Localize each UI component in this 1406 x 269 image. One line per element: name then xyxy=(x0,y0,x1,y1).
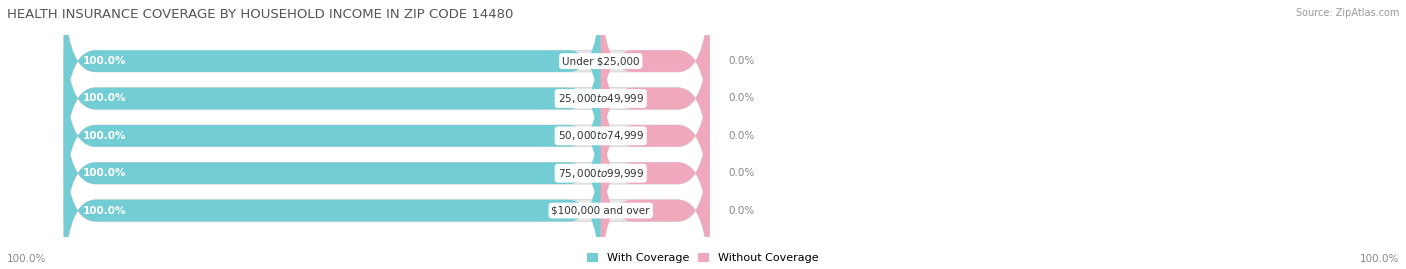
Text: 100.0%: 100.0% xyxy=(83,168,127,178)
Text: 0.0%: 0.0% xyxy=(728,56,755,66)
Text: $50,000 to $74,999: $50,000 to $74,999 xyxy=(558,129,644,142)
Text: Source: ZipAtlas.com: Source: ZipAtlas.com xyxy=(1295,8,1399,18)
Text: 100.0%: 100.0% xyxy=(7,254,46,264)
FancyBboxPatch shape xyxy=(63,53,710,218)
Text: $75,000 to $99,999: $75,000 to $99,999 xyxy=(558,167,644,180)
Text: 100.0%: 100.0% xyxy=(83,56,127,66)
Text: 100.0%: 100.0% xyxy=(1360,254,1399,264)
Text: Under $25,000: Under $25,000 xyxy=(562,56,640,66)
FancyBboxPatch shape xyxy=(63,128,710,269)
FancyBboxPatch shape xyxy=(63,91,710,256)
Text: 0.0%: 0.0% xyxy=(728,131,755,141)
FancyBboxPatch shape xyxy=(600,91,710,256)
Text: 0.0%: 0.0% xyxy=(728,94,755,104)
Text: $25,000 to $49,999: $25,000 to $49,999 xyxy=(558,92,644,105)
Text: 0.0%: 0.0% xyxy=(728,206,755,215)
FancyBboxPatch shape xyxy=(600,16,710,181)
Text: 0.0%: 0.0% xyxy=(728,168,755,178)
Text: HEALTH INSURANCE COVERAGE BY HOUSEHOLD INCOME IN ZIP CODE 14480: HEALTH INSURANCE COVERAGE BY HOUSEHOLD I… xyxy=(7,8,513,21)
FancyBboxPatch shape xyxy=(600,0,710,144)
Legend: With Coverage, Without Coverage: With Coverage, Without Coverage xyxy=(588,253,818,263)
FancyBboxPatch shape xyxy=(63,128,600,269)
FancyBboxPatch shape xyxy=(63,16,600,181)
Text: 100.0%: 100.0% xyxy=(83,206,127,215)
FancyBboxPatch shape xyxy=(600,53,710,218)
Text: 100.0%: 100.0% xyxy=(83,94,127,104)
FancyBboxPatch shape xyxy=(63,0,710,144)
FancyBboxPatch shape xyxy=(63,91,600,256)
FancyBboxPatch shape xyxy=(63,0,600,144)
Text: 100.0%: 100.0% xyxy=(83,131,127,141)
FancyBboxPatch shape xyxy=(600,128,710,269)
Text: $100,000 and over: $100,000 and over xyxy=(551,206,650,215)
FancyBboxPatch shape xyxy=(63,16,710,181)
FancyBboxPatch shape xyxy=(63,53,600,218)
